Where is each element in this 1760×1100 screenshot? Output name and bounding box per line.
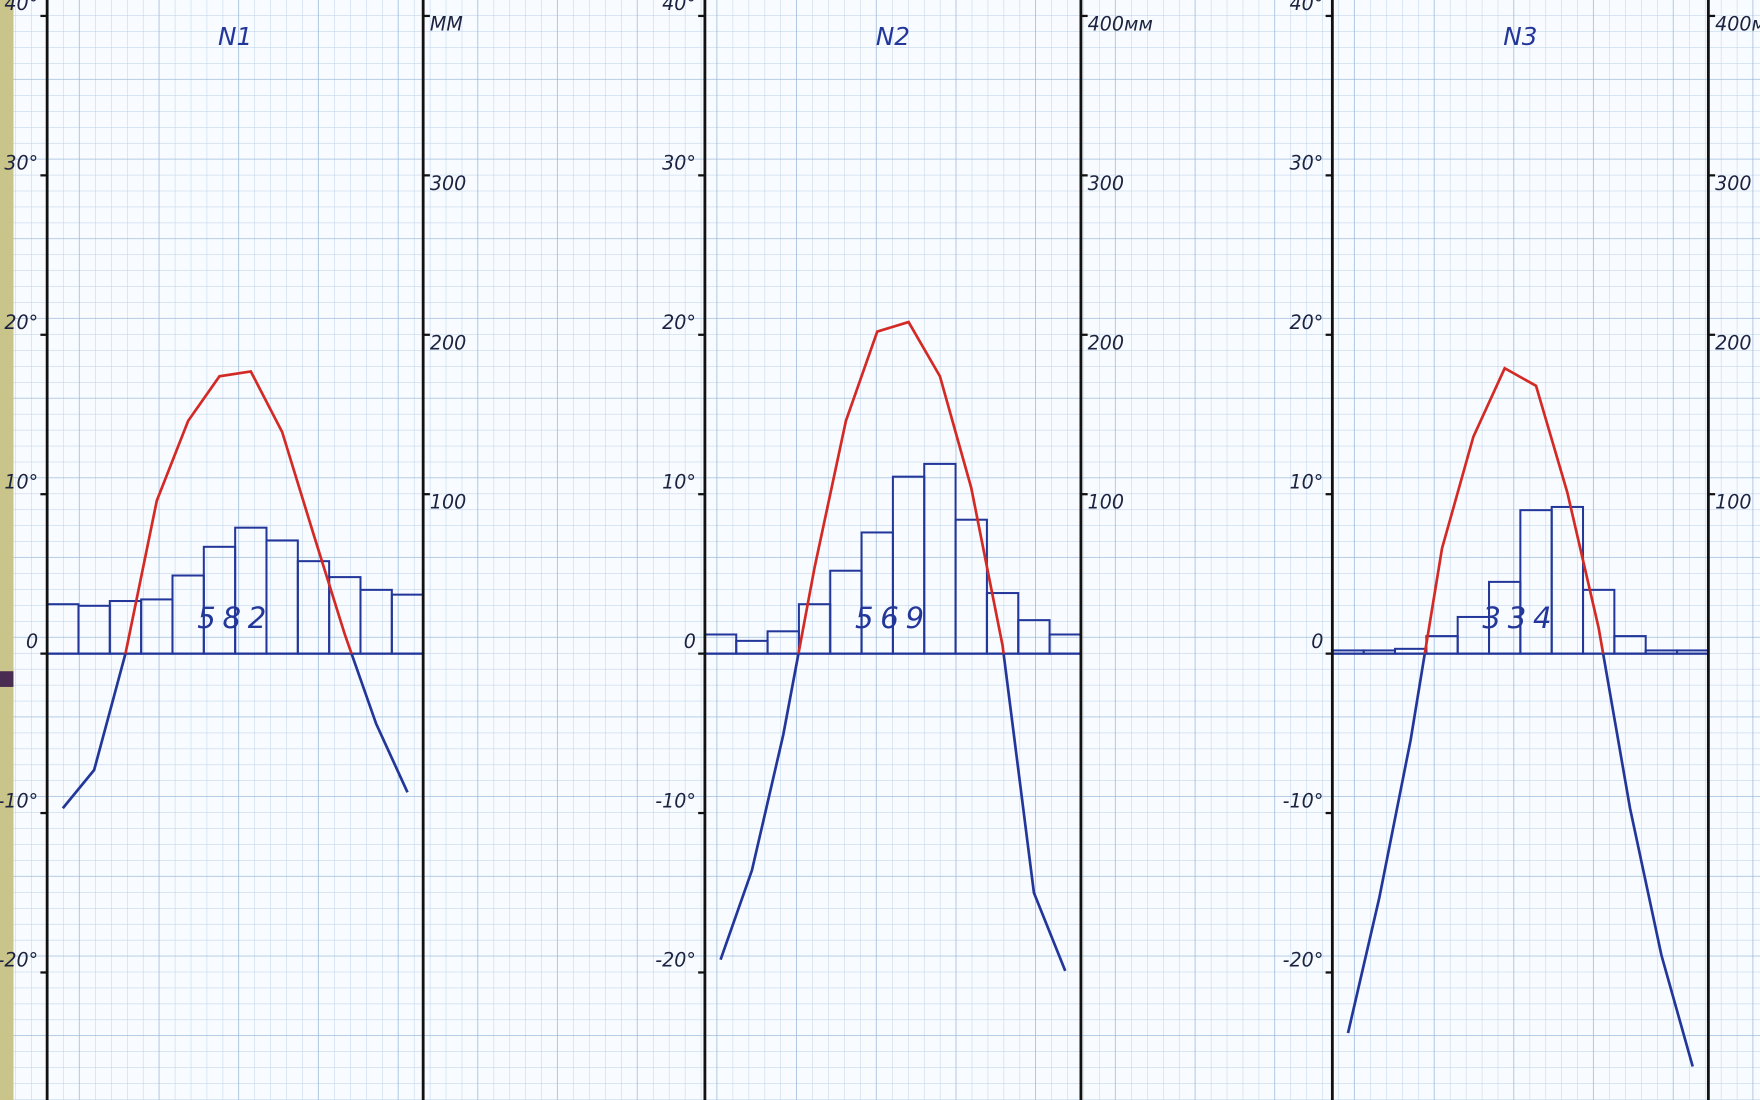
chart-title: N3	[1503, 22, 1537, 51]
y-tick-label: 10°	[662, 471, 696, 493]
y-tick-label: 10°	[4, 471, 38, 493]
y2-tick-label: 100	[1088, 492, 1124, 514]
y2-tick-label: 200	[430, 332, 466, 354]
y-tick-label: 20°	[662, 312, 696, 334]
y-tick-label: -20°	[0, 950, 38, 972]
temperature-line-below	[1346, 653, 1694, 1067]
temperature-line-below	[719, 653, 1067, 972]
y2-tick-label: 300	[430, 173, 466, 195]
y-tick-label: 20°	[1290, 312, 1324, 334]
y-tick-label: 10°	[1290, 471, 1324, 493]
y-tick-label: -10°	[1283, 790, 1324, 812]
annual-total: 334	[1482, 601, 1558, 635]
y-tick-label: -10°	[0, 790, 38, 812]
y-tick-label: 30°	[4, 153, 38, 175]
y-tick-label: -20°	[655, 950, 696, 972]
y-tick-label: 40°	[1290, 0, 1324, 15]
temperature-line-above	[797, 320, 1005, 654]
y2-tick-label: 300	[1088, 173, 1124, 195]
y-tick-label: -10°	[655, 790, 696, 812]
chart-title: N2	[876, 22, 910, 51]
y-tick-label: 0	[1311, 631, 1323, 653]
y-tick-label: -20°	[1283, 950, 1324, 972]
y-tick-label: 0	[26, 631, 38, 653]
y2-tick-label: MM	[430, 13, 463, 35]
y2-tick-label: 100	[1715, 492, 1751, 514]
annual-total: 582	[197, 601, 273, 635]
temperature-line-below	[61, 653, 409, 810]
y2-tick-label: 300	[1715, 173, 1751, 195]
y2-tick-label: 200	[1715, 332, 1751, 354]
temperature-line-above	[1423, 366, 1605, 654]
y-tick-label: 40°	[662, 0, 696, 15]
y2-tick-label: 200	[1088, 332, 1124, 354]
y-tick-label: 30°	[662, 153, 696, 175]
chart-title: N1	[218, 22, 252, 51]
y-tick-label: 20°	[4, 312, 38, 334]
slide-edge	[0, 0, 14, 1100]
y2-tick-label: 400мм	[1715, 13, 1760, 35]
y2-tick-label: 400мм	[1088, 13, 1153, 35]
y-tick-label: 40°	[4, 0, 38, 15]
y2-tick-label: 100	[430, 492, 466, 514]
annual-total: 569	[855, 601, 931, 635]
temperature-line-above	[124, 369, 353, 654]
slide-marker	[0, 671, 14, 687]
y-tick-label: 0	[684, 631, 696, 653]
y-tick-label: 30°	[1290, 153, 1324, 175]
